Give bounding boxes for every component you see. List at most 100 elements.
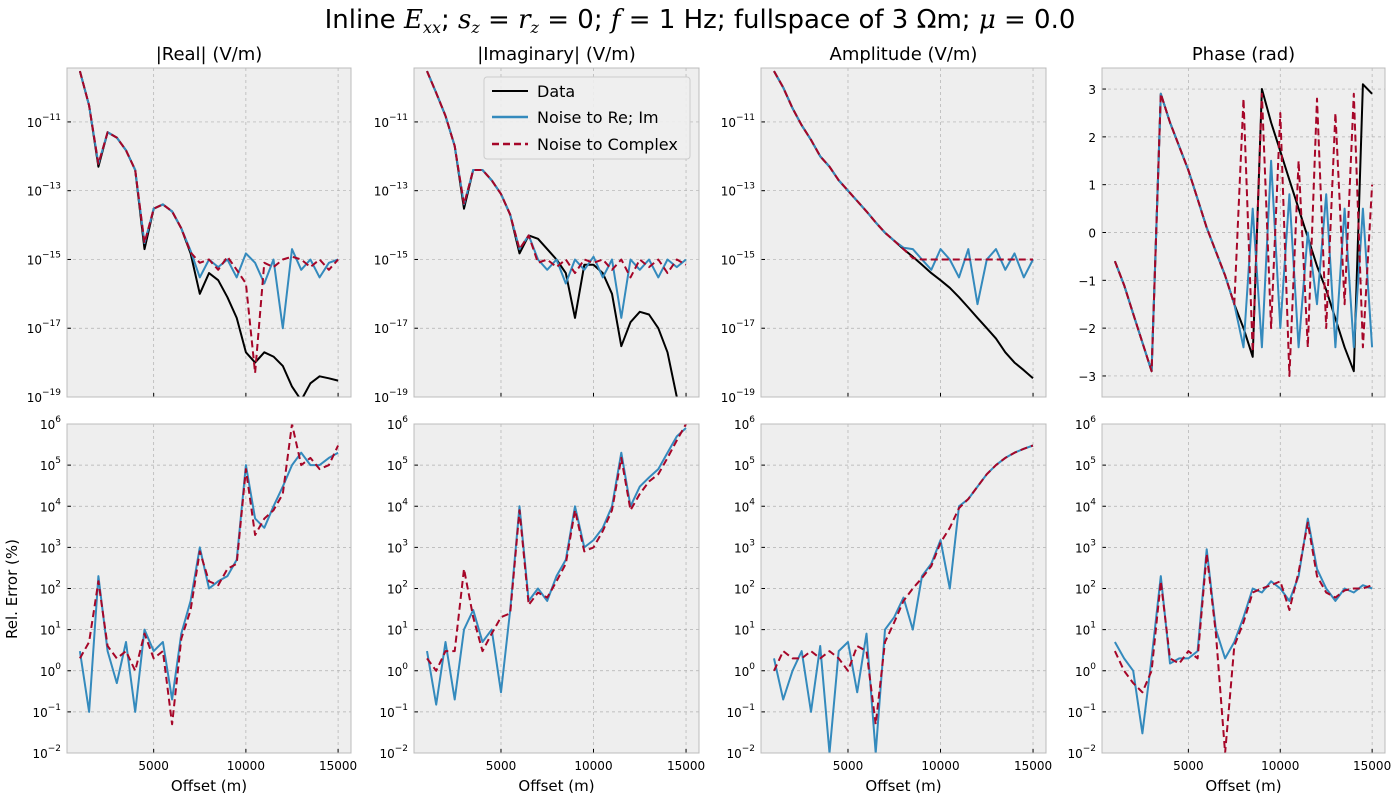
y-tick-label: 100: [387, 662, 408, 679]
y-tick-label: 105: [387, 456, 408, 473]
series-noise-to-complex: [773, 70, 1033, 261]
x-axis-label: Offset (m): [171, 777, 247, 795]
y-tick-label: 105: [734, 456, 755, 473]
y-tick-label: 10−2: [379, 744, 408, 761]
series-noise-to-complex: [1113, 521, 1373, 753]
x-axis-label: Offset (m): [1205, 777, 1281, 795]
panel-title: |Imaginary| (V/m): [477, 44, 636, 65]
y-tick-label: 10−13: [374, 182, 408, 199]
y-tick-label: 101: [1075, 621, 1096, 638]
panel-top-1: 10−19 10−17 10−15 10−13 10−11 |Real| (V/m): [27, 44, 352, 405]
axes-frame: [413, 67, 700, 398]
y-tick-label: 104: [387, 497, 408, 514]
x-tick-label: 10000: [574, 759, 612, 773]
y-tick-label: 103: [734, 538, 755, 555]
y-tick-label: −3: [1078, 370, 1096, 384]
y-tick-label: 10−11: [721, 113, 755, 130]
x-tick-label: 5000: [486, 759, 517, 773]
y-tick-label: 105: [40, 456, 61, 473]
y-tick-label: 10−13: [27, 182, 61, 199]
y-tick-label: 102: [1075, 580, 1096, 597]
axes-frame: [66, 67, 352, 398]
x-tick-label: 15000: [1353, 759, 1391, 773]
series-noise-to-complex: [79, 424, 340, 726]
x-tick-label: 15000: [1014, 759, 1052, 773]
panel-bottom-1: 5000 10000 15000 10−2 10−1 100 101 102 103 104 105…: [32, 415, 357, 795]
series-noise-to-complex: [426, 424, 687, 672]
x-tick-label: 10000: [1261, 759, 1299, 773]
y-tick-label: 104: [734, 497, 755, 514]
y-tick-label: 10−17: [721, 319, 755, 336]
series-noise-to-re-im: [426, 70, 687, 319]
legend-label-noise-complex: Noise to Complex: [537, 135, 678, 154]
series-noise-to-complex: [1113, 92, 1374, 377]
y-tick-label: 10−1: [379, 703, 408, 720]
y-tick-label: 100: [1075, 662, 1096, 679]
y-tick-label: 10−1: [726, 703, 755, 720]
y-tick-label: 1: [1088, 179, 1096, 193]
y-tick-label: 103: [387, 538, 408, 555]
panel-bottom-2: 5000 10000 15000 10−2 10−1 100 101 102 103 104 105…: [379, 415, 705, 795]
y-tick-label: 10−19: [27, 388, 62, 405]
panel-bottom-4: 5000 10000 15000 10−2 10−1 100 101 102 103 104 105…: [1067, 415, 1391, 795]
y-tick-label: 2: [1088, 131, 1096, 145]
y-tick-label: 10−2: [726, 744, 755, 761]
x-axis-label: Offset (m): [865, 777, 941, 795]
y-tick-label: 10−1: [32, 703, 61, 720]
y-tick-label: 104: [1075, 497, 1096, 514]
legend: Data Noise to Re; Im Noise to Complex: [483, 76, 691, 160]
y-tick-label: 105: [1075, 456, 1096, 473]
plot-area: [67, 68, 351, 397]
x-tick-label: 10000: [921, 759, 959, 773]
y-tick-label: 104: [40, 497, 61, 514]
y-tick-label: 101: [40, 621, 61, 638]
panel-top-4: −3 −2 −1 0 1 2 3 Phase (rad): [1078, 44, 1386, 398]
y-tick-label: 10−15: [721, 250, 755, 267]
y-tick-label: 106: [40, 415, 61, 432]
axes-frame: [1101, 67, 1386, 398]
series-noise-to-re-im: [78, 451, 339, 713]
y-tick-label: 106: [1075, 415, 1096, 432]
y-tick-label: 101: [734, 621, 755, 638]
y-tick-label: 10−19: [374, 388, 409, 405]
panel-top-3: 10−19 10−17 10−15 10−13 10−11 Amplitude (V/m): [721, 44, 1047, 405]
y-tick-label: 10−19: [721, 388, 756, 405]
y-tick-label: 10−11: [374, 113, 408, 130]
y-tick-label: 10−2: [32, 744, 61, 761]
series-noise-to-complex: [426, 70, 687, 279]
y-tick-label: 10−1: [1067, 703, 1096, 720]
y-tick-label: 10−2: [1067, 744, 1096, 761]
figure-title: Inline Exx; sz = rz = 0; f = 1 Hz; fulls…: [325, 5, 1076, 37]
legend-box: [483, 76, 691, 160]
x-tick-label: 15000: [319, 759, 357, 773]
y-axis-label: Rel. Error (%): [3, 539, 21, 639]
y-tick-label: 106: [387, 415, 408, 432]
y-tick-label: 100: [40, 662, 61, 679]
y-tick-label: 100: [734, 662, 755, 679]
panel-title: Amplitude (V/m): [830, 44, 978, 65]
legend-label-data: Data: [537, 82, 575, 101]
panel-title: Phase (rad): [1192, 44, 1295, 65]
axes-frame: [1101, 423, 1386, 754]
y-tick-label: 101: [387, 621, 408, 638]
series-noise-to-re-im: [1114, 517, 1373, 735]
y-tick-label: 10−11: [27, 113, 61, 130]
x-tick-label: 5000: [1173, 759, 1204, 773]
axes-frame: [760, 423, 1047, 754]
y-tick-label: −2: [1078, 322, 1096, 336]
y-tick-label: 10−15: [374, 250, 408, 267]
x-axis-label: Offset (m): [518, 777, 594, 795]
panel-title: |Real| (V/m): [156, 44, 263, 65]
x-tick-label: 5000: [833, 759, 864, 773]
legend-label-noise-reim: Noise to Re; Im: [537, 108, 659, 127]
y-tick-label: 106: [734, 415, 755, 432]
y-tick-label: 3: [1088, 83, 1096, 97]
y-tick-label: 103: [1075, 538, 1096, 555]
y-tick-label: 102: [387, 580, 408, 597]
panel-bottom-3: 5000 10000 15000 10−2 10−1 100 101 102 103 104 105…: [726, 415, 1052, 795]
y-tick-label: 103: [40, 538, 61, 555]
x-tick-label: 5000: [138, 759, 169, 773]
y-tick-label: 10−17: [374, 319, 408, 336]
axes-frame: [66, 423, 352, 754]
